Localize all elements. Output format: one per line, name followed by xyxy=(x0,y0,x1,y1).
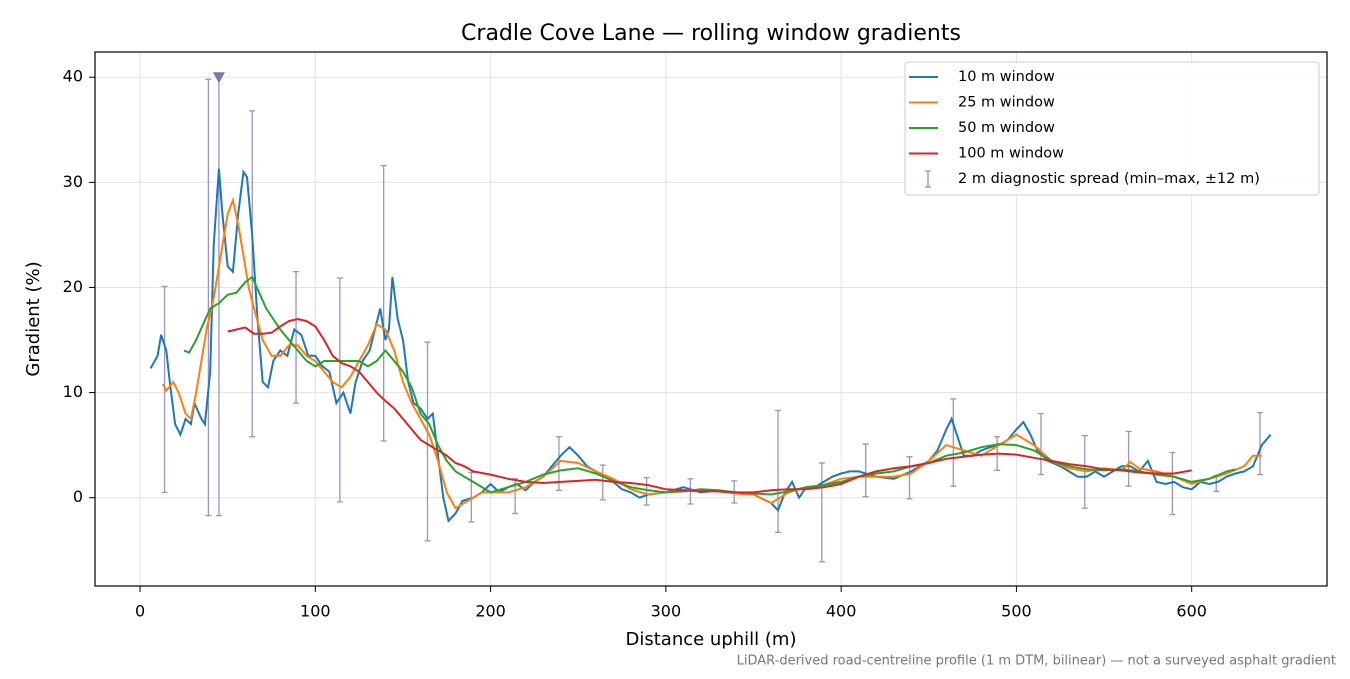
x-tick-label: 400 xyxy=(826,602,857,621)
y-tick-label: 30 xyxy=(63,172,83,191)
x-tick-label: 300 xyxy=(651,602,682,621)
legend-label: 100 m window xyxy=(958,146,1064,162)
y-axis-label: Gradient (%) xyxy=(23,261,44,376)
legend-box xyxy=(904,61,1320,196)
legend-label: 10 m window xyxy=(958,69,1055,85)
y-tick-label: 40 xyxy=(63,67,83,86)
series-line xyxy=(227,317,1192,494)
legend-label: 25 m window xyxy=(958,95,1055,111)
footnote: LiDAR-derived road-centreline profile (1… xyxy=(737,654,1336,669)
y-tick-label: 20 xyxy=(63,277,83,296)
legend-label: 2 m diagnostic spread (min–max, ±12 m) xyxy=(958,171,1260,187)
x-tick-label: 500 xyxy=(1001,602,1032,621)
series-line xyxy=(161,196,1262,510)
plot-frame xyxy=(94,51,1328,587)
peak-marker xyxy=(212,72,225,84)
x-axis-label: Distance uphill (m) xyxy=(626,629,797,650)
series-line xyxy=(149,168,1272,523)
legend-label: 50 m window xyxy=(958,120,1055,136)
x-tick-label: 600 xyxy=(1176,602,1207,621)
x-tick-label: 0 xyxy=(135,602,145,621)
series-line xyxy=(183,275,1236,496)
x-tick-label: 100 xyxy=(300,602,331,621)
x-tick-label: 200 xyxy=(475,602,506,621)
y-tick-label: 0 xyxy=(73,487,83,506)
y-tick-label: 10 xyxy=(63,382,83,401)
plot-area xyxy=(149,76,1272,563)
chart-title: Cradle Cove Lane — rolling window gradie… xyxy=(461,21,961,46)
